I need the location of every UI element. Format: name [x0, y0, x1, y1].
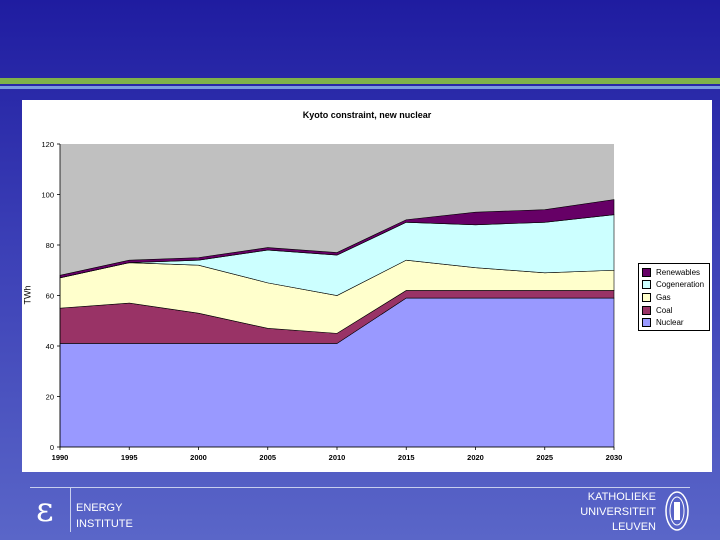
chart-legend: Renewables Cogeneration Gas Coal Nuclear: [638, 263, 710, 331]
legend-swatch: [642, 292, 651, 302]
legend-item-cogeneration: Cogeneration: [642, 279, 706, 292]
header-stripe-green: [0, 78, 720, 84]
x-tick-label: 1990: [52, 453, 69, 462]
legend-label: Coal: [656, 305, 673, 315]
y-tick-label: 100: [41, 191, 54, 200]
x-tick-label: 2005: [259, 453, 276, 462]
university-line-3: LEUVEN: [611, 521, 656, 533]
y-tick-label: 40: [46, 342, 54, 351]
legend-item-nuclear: Nuclear: [642, 316, 706, 329]
university-line-2: UNIVERSITEIT: [580, 506, 656, 518]
legend-swatch: [642, 267, 651, 277]
x-tick-label: 2020: [467, 453, 484, 462]
university-name: KATHOLIEKE UNIVERSITEIT LEUVEN: [580, 490, 656, 535]
legend-item-renewables: Renewables: [642, 266, 706, 279]
legend-swatch: [642, 280, 651, 290]
university-line-1: KATHOLIEKE: [587, 491, 656, 503]
epsilon-logo-icon: ε: [36, 490, 54, 530]
legend-swatch: [642, 305, 651, 315]
header-stripe-blue: [0, 86, 720, 89]
university-seal-icon: [665, 491, 689, 531]
x-tick-label: 2030: [606, 453, 623, 462]
chart-panel: Kyoto constraint, new nuclear TWh 0 20 40 6…: [22, 100, 712, 472]
chart-title: Kyoto constraint, new nuclear: [302, 110, 432, 120]
y-tick-label: 80: [46, 241, 54, 250]
legend-label: Cogeneration: [656, 280, 705, 290]
legend-swatch: [642, 318, 651, 328]
x-tick-label: 2015: [398, 453, 415, 462]
x-tick-label: 2025: [536, 453, 553, 462]
footer-divider: [30, 487, 690, 488]
energy-institute-logo: ε: [30, 488, 71, 532]
legend-label: Renewables: [656, 267, 701, 277]
legend-label: Nuclear: [656, 318, 684, 328]
y-tick-label: 0: [50, 443, 54, 452]
y-tick-label: 120: [41, 140, 54, 149]
x-tick-label: 2010: [329, 453, 346, 462]
y-tick-label: 60: [46, 292, 54, 301]
legend-item-gas: Gas: [642, 291, 706, 304]
institute-line-1: ENERGY: [76, 502, 123, 514]
y-tick-label: 20: [46, 393, 54, 402]
legend-label: Gas: [656, 292, 671, 302]
institute-name: ENERGY INSTITUTE: [76, 500, 133, 532]
x-tick-label: 1995: [121, 453, 138, 462]
institute-line-2: INSTITUTE: [76, 518, 133, 530]
x-tick-label: 2000: [190, 453, 207, 462]
series-area-renewables: [59, 199, 615, 279]
area-chart: 0 20 40 60 80 100 120 1990 1995 2000 2005 2010 2015 2…: [41, 140, 623, 462]
legend-item-coal: Coal: [642, 304, 706, 317]
